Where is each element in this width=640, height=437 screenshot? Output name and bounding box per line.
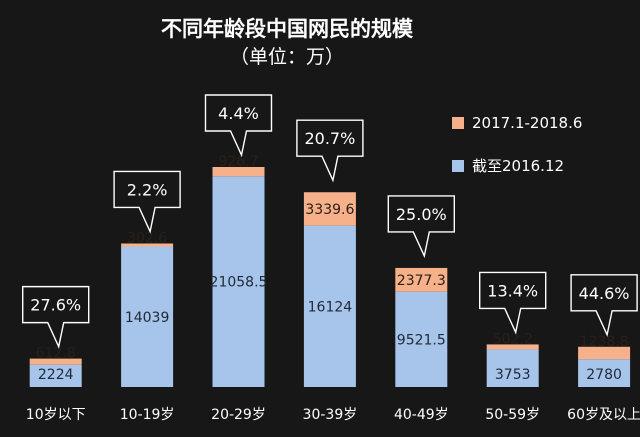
x-tick-label-0: 10岁以下	[26, 407, 86, 423]
bar-new-5	[486, 344, 539, 350]
bar-base-0	[29, 364, 82, 387]
callout-bubble-4	[387, 195, 455, 259]
callout-text-2: 4.4%	[218, 104, 259, 123]
growth-callouts: 27.6% 2.2% 4.4% 20.7% 25.0% 13.4% 44.6%	[22, 94, 638, 349]
callout-bubble-2	[204, 94, 273, 158]
label-new-1: 302.6	[127, 230, 167, 246]
callout-text-5: 13.4%	[487, 281, 538, 300]
label-new-5: 502.2	[493, 331, 533, 347]
legend-swatch-new	[452, 117, 464, 129]
x-tick-label-2: 20-29岁	[211, 407, 266, 423]
callout-text-0: 27.6%	[30, 296, 81, 315]
bar-base-6	[578, 359, 631, 387]
chart-title: 不同年龄段中国网民的规模	[161, 17, 414, 41]
legend-label-new: 2017.1-2018.6	[472, 114, 582, 132]
callout-bubble-5	[479, 271, 547, 335]
bar-new-3	[303, 192, 356, 226]
legend: 2017.1-2018.6 截至2016.12	[452, 114, 582, 175]
x-tick-label-1: 10-19岁	[120, 407, 175, 423]
label-new-6: 1238.8	[580, 334, 629, 350]
label-new-0: 612.8	[36, 346, 76, 362]
bars: 2224 612.8 14039 302.6 21058.5 926.7 16124 3339…	[29, 154, 631, 387]
x-tick-label-5: 50-59岁	[485, 407, 540, 423]
x-tick-label-3: 30-39岁	[303, 407, 358, 423]
callout-text-4: 25.0%	[396, 205, 447, 224]
label-base-5: 3753	[495, 367, 531, 383]
label-base-3: 16124	[308, 299, 353, 315]
bar-new-6	[578, 346, 631, 360]
callout-text-6: 44.6%	[579, 284, 630, 303]
label-base-4: 9521.5	[397, 332, 446, 348]
label-base-0: 2224	[38, 367, 74, 383]
label-base-1: 14039	[125, 310, 170, 326]
bar-base-1	[121, 246, 174, 387]
label-base-2: 21058.5	[210, 275, 268, 291]
callout-bubble-3	[296, 119, 364, 183]
bar-base-3	[303, 225, 356, 387]
bar-new-4	[395, 267, 448, 292]
chart-subtitle: （单位：万）	[230, 46, 344, 68]
bar-new-2	[212, 167, 265, 177]
label-base-6: 2780	[586, 367, 622, 383]
x-tick-label-6: 60岁及以上	[567, 407, 640, 423]
x-tick-label-4: 40-49岁	[394, 407, 449, 423]
label-new-3: 3339.6	[305, 202, 354, 218]
bar-base-4	[395, 291, 448, 387]
callout-text-1: 2.2%	[127, 180, 168, 199]
callout-text-3: 20.7%	[304, 129, 355, 148]
label-new-4: 2377.3	[397, 273, 446, 289]
bar-new-1	[121, 243, 174, 247]
callout-bubble-1	[113, 170, 181, 234]
bar-base-2	[212, 176, 265, 387]
x-axis-labels: 10岁以下 10-19岁 20-29岁 30-39岁 40-49岁 50-59岁 60岁及以…	[26, 407, 640, 423]
legend-label-base: 截至2016.12	[472, 157, 564, 175]
bar-new-0	[29, 358, 82, 365]
label-new-2: 926.7	[218, 154, 258, 170]
legend-swatch-base	[452, 160, 464, 172]
bar-base-5	[486, 349, 539, 387]
callout-bubble-0	[22, 285, 90, 349]
callout-bubble-6	[570, 274, 638, 338]
